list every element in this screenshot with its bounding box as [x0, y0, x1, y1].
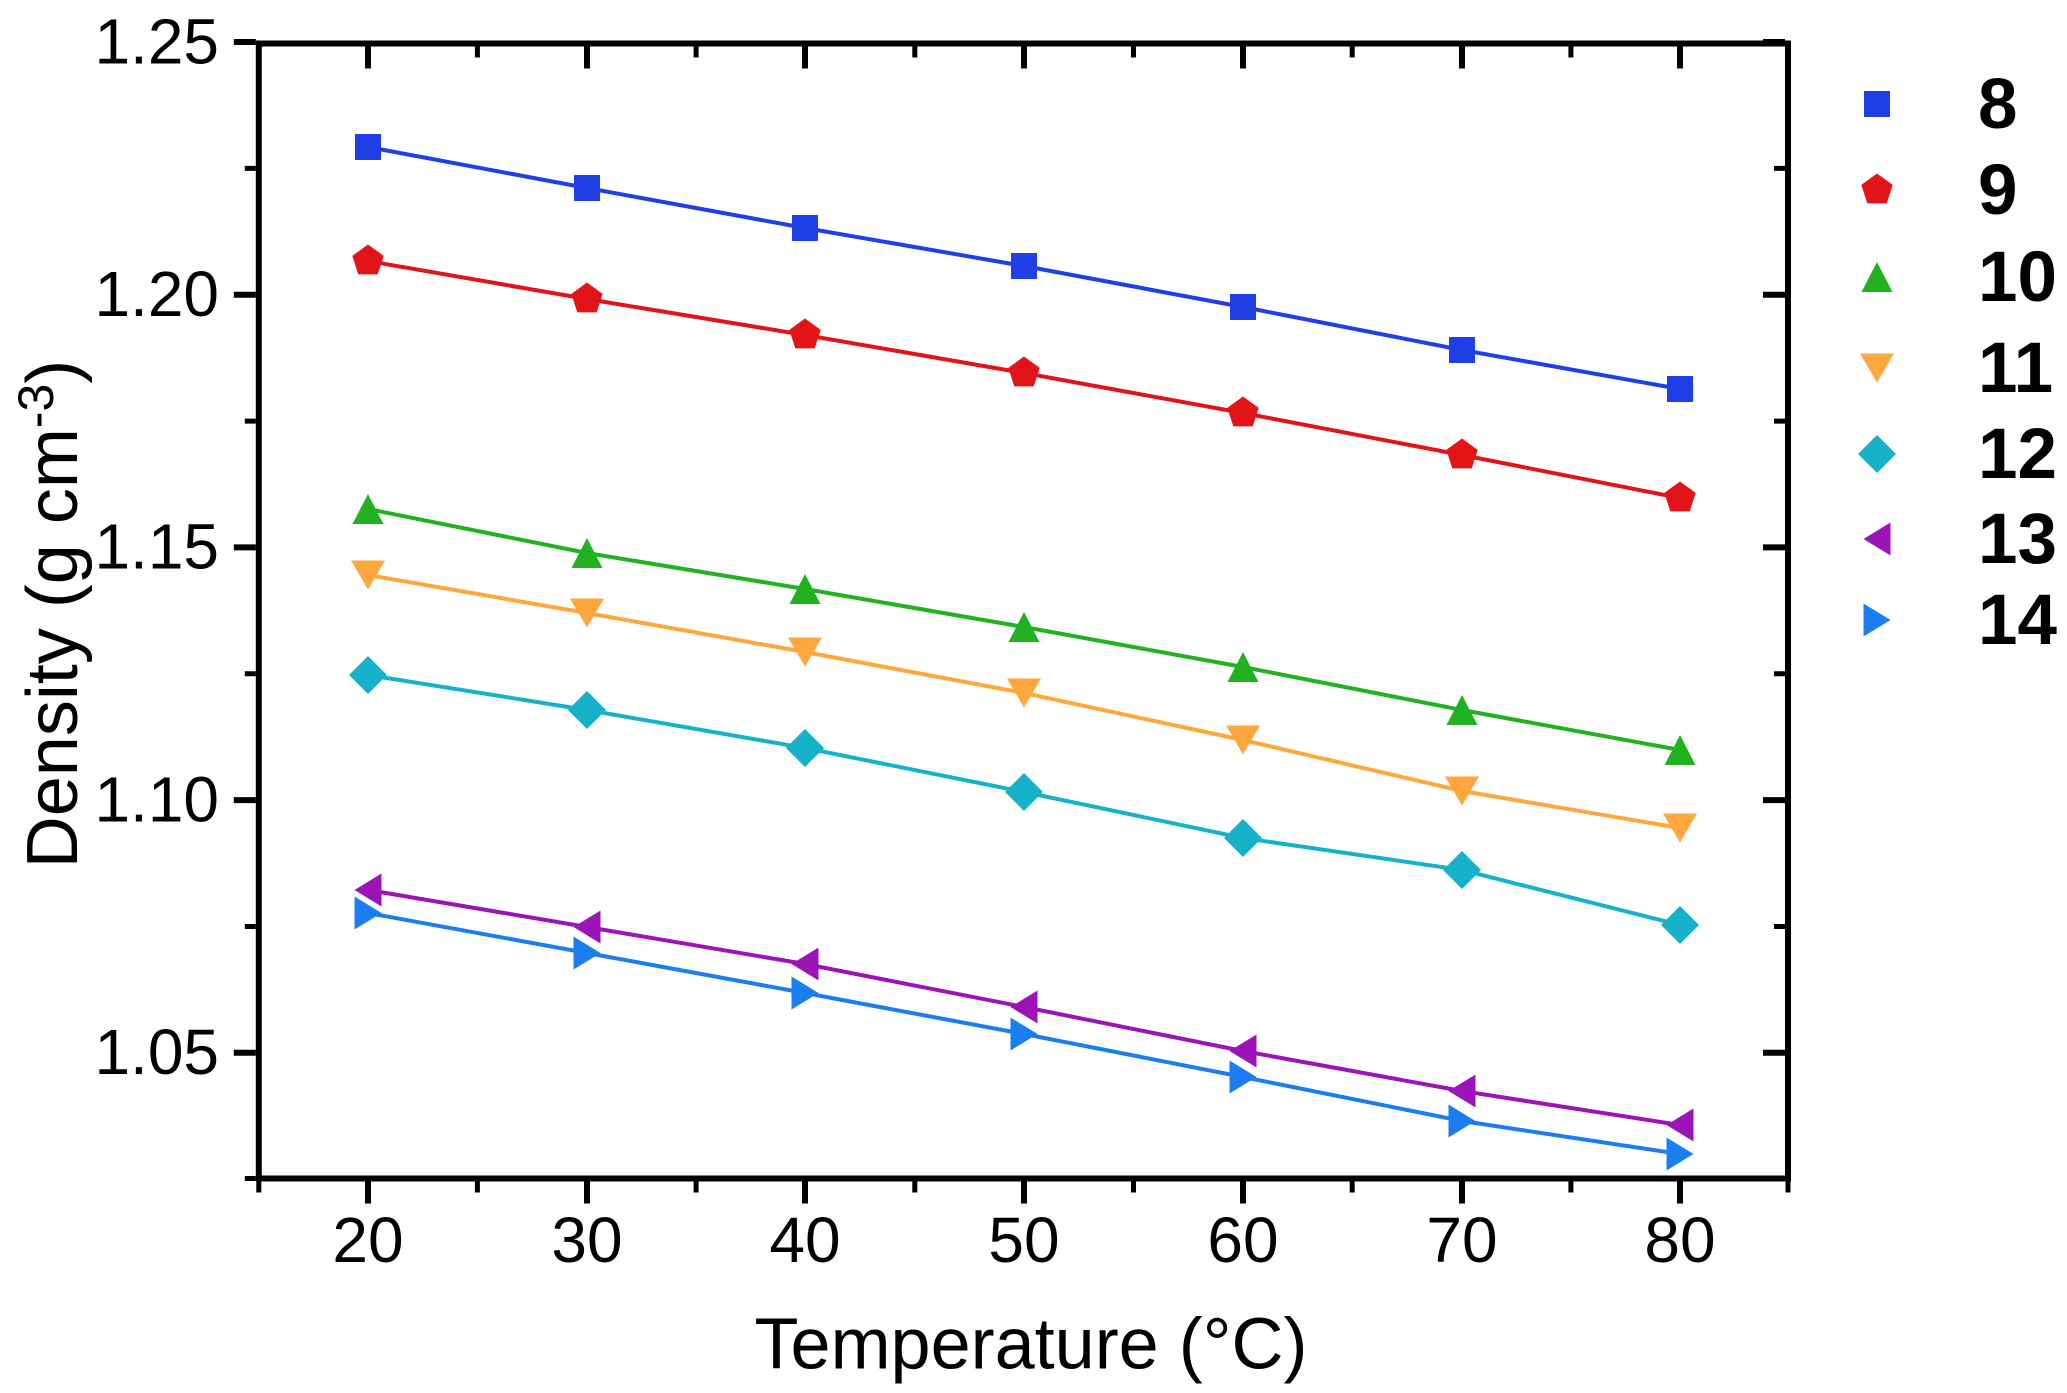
svg-text:14: 14 [1978, 581, 2057, 660]
svg-text:1.15: 1.15 [94, 511, 219, 583]
svg-text:8: 8 [1978, 65, 2018, 144]
svg-text:1.25: 1.25 [94, 5, 219, 77]
svg-text:80: 80 [1644, 1204, 1715, 1276]
svg-text:Temperature (°C): Temperature (°C) [755, 1305, 1308, 1385]
svg-text:11: 11 [1978, 329, 2053, 408]
svg-text:9: 9 [1978, 151, 2018, 230]
svg-text:12: 12 [1978, 415, 2057, 494]
svg-text:1.20: 1.20 [94, 258, 219, 330]
svg-text:60: 60 [1207, 1204, 1278, 1276]
svg-text:1.05: 1.05 [94, 1016, 219, 1088]
svg-text:Density (g cm-3): Density (g cm-3) [8, 360, 93, 869]
svg-text:30: 30 [551, 1204, 622, 1276]
svg-text:70: 70 [1426, 1204, 1497, 1276]
svg-text:40: 40 [769, 1204, 840, 1276]
svg-text:1.10: 1.10 [94, 763, 219, 835]
svg-text:13: 13 [1978, 500, 2057, 579]
svg-text:10: 10 [1978, 238, 2057, 317]
svg-text:50: 50 [988, 1204, 1059, 1276]
svg-text:20: 20 [332, 1204, 403, 1276]
